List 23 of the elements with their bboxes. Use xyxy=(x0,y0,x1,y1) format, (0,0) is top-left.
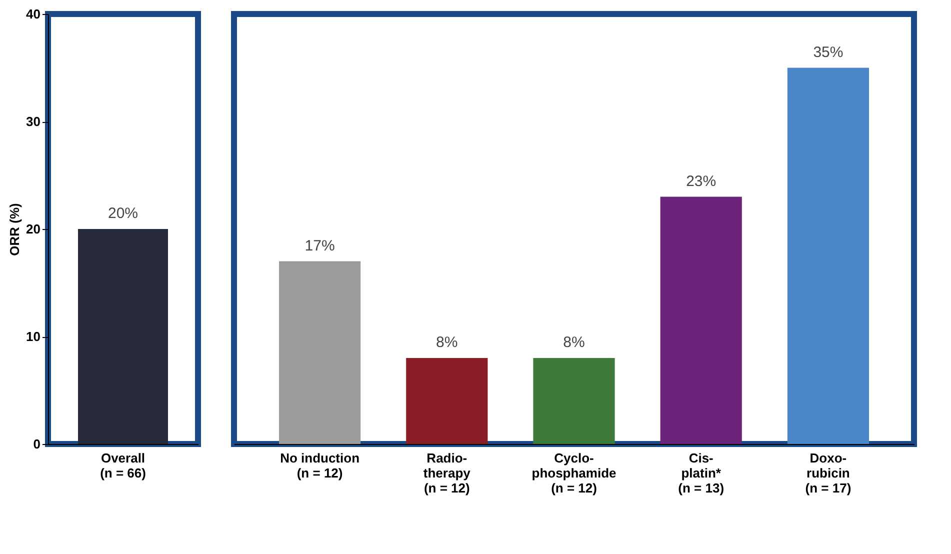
x-tick-label: Radio- therapy (n = 12) xyxy=(423,450,472,496)
y-axis-title: ORR (%) xyxy=(7,203,22,256)
bar xyxy=(278,261,361,444)
y-tick-label: 0 xyxy=(33,436,40,452)
x-tick-label: Doxo- rubicin (n = 17) xyxy=(805,450,852,496)
y-tick-label: 30 xyxy=(26,114,40,129)
y-tick-label: 40 xyxy=(26,6,40,22)
data-label: 23% xyxy=(686,172,716,190)
data-label: 8% xyxy=(563,334,585,351)
x-tick-label: No induction (n = 12) xyxy=(280,450,360,480)
y-tick-label: 20 xyxy=(26,222,40,236)
data-label: 20% xyxy=(108,205,138,222)
bar xyxy=(660,196,742,444)
bar xyxy=(787,68,870,444)
data-label: 35% xyxy=(813,44,844,61)
bar xyxy=(406,358,488,444)
y-tick-label: 10 xyxy=(26,329,40,344)
x-tick-label: Overall (n = 66) xyxy=(100,450,146,480)
x-tick-label: Cyclo- phosphamide (n = 12) xyxy=(532,450,616,496)
data-label: 8% xyxy=(436,334,458,351)
x-tick-label: Cis- platin* (n = 13) xyxy=(678,450,724,496)
data-label: 17% xyxy=(304,237,335,254)
bar xyxy=(533,358,615,444)
